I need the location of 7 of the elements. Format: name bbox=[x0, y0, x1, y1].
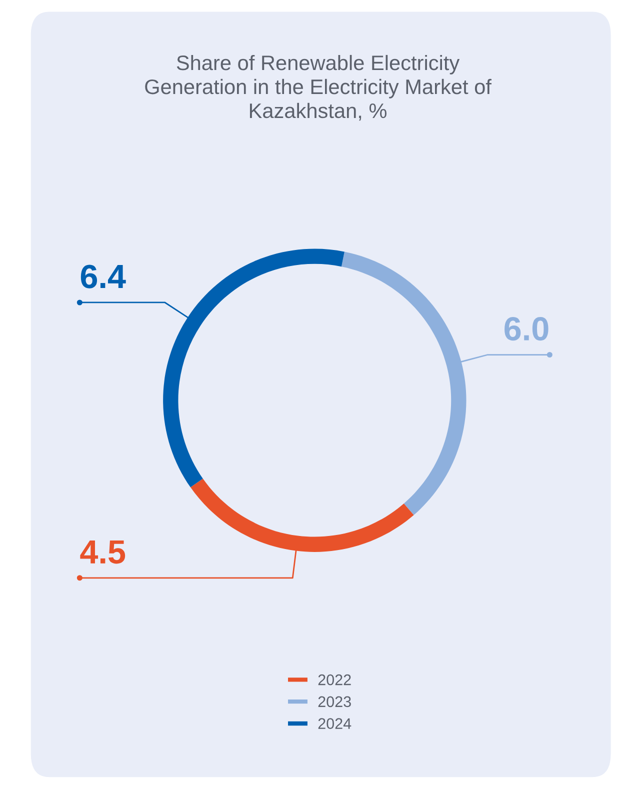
legend-label: 2022 bbox=[318, 674, 351, 686]
data-label: 6.0 bbox=[504, 316, 548, 341]
data-label: 6.4 bbox=[80, 264, 126, 288]
legend-label: 2023 bbox=[318, 696, 351, 708]
data-label: 4.5 bbox=[80, 540, 126, 564]
legend-label: 2024 bbox=[318, 718, 352, 729]
chart-title: Share of Renewable Electricity Generation in the Electricity Market of Kazakhstan, % bbox=[145, 54, 492, 121]
